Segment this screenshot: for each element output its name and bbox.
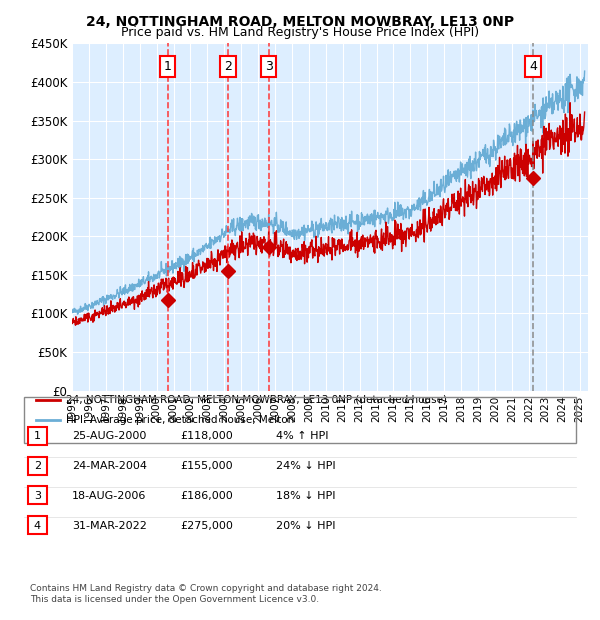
Text: 24, NOTTINGHAM ROAD, MELTON MOWBRAY, LE13 0NP: 24, NOTTINGHAM ROAD, MELTON MOWBRAY, LE1… xyxy=(86,16,514,30)
Text: £275,000: £275,000 xyxy=(180,521,233,531)
Text: 2: 2 xyxy=(224,60,232,73)
Text: 3: 3 xyxy=(34,491,41,501)
Text: 25-AUG-2000: 25-AUG-2000 xyxy=(72,432,146,441)
Text: £186,000: £186,000 xyxy=(180,491,233,501)
Text: 4% ↑ HPI: 4% ↑ HPI xyxy=(276,432,329,441)
Text: 20% ↓ HPI: 20% ↓ HPI xyxy=(276,521,335,531)
Text: 24-MAR-2004: 24-MAR-2004 xyxy=(72,461,147,471)
Text: 2: 2 xyxy=(34,461,41,471)
Text: 1: 1 xyxy=(34,432,41,441)
Text: 4: 4 xyxy=(34,521,41,531)
Text: HPI: Average price, detached house, Melton: HPI: Average price, detached house, Melt… xyxy=(66,415,294,425)
Text: 18% ↓ HPI: 18% ↓ HPI xyxy=(276,491,335,501)
Text: 1: 1 xyxy=(164,60,172,73)
Text: Price paid vs. HM Land Registry's House Price Index (HPI): Price paid vs. HM Land Registry's House … xyxy=(121,26,479,39)
Text: 4: 4 xyxy=(529,60,537,73)
Text: 24% ↓ HPI: 24% ↓ HPI xyxy=(276,461,335,471)
Text: 24, NOTTINGHAM ROAD, MELTON MOWBRAY, LE13 0NP (detached house): 24, NOTTINGHAM ROAD, MELTON MOWBRAY, LE1… xyxy=(66,395,447,405)
Text: 3: 3 xyxy=(265,60,272,73)
Text: This data is licensed under the Open Government Licence v3.0.: This data is licensed under the Open Gov… xyxy=(30,595,319,604)
Text: £118,000: £118,000 xyxy=(180,432,233,441)
Text: Contains HM Land Registry data © Crown copyright and database right 2024.: Contains HM Land Registry data © Crown c… xyxy=(30,584,382,593)
Text: £155,000: £155,000 xyxy=(180,461,233,471)
Text: 18-AUG-2006: 18-AUG-2006 xyxy=(72,491,146,501)
Text: 31-MAR-2022: 31-MAR-2022 xyxy=(72,521,147,531)
